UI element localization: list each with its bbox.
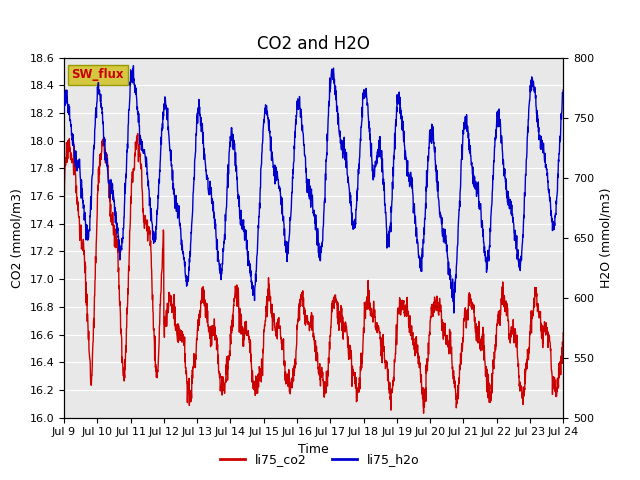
Legend: li75_co2, li75_h2o: li75_co2, li75_h2o: [215, 448, 425, 471]
Y-axis label: CO2 (mmol/m3): CO2 (mmol/m3): [11, 188, 24, 288]
Title: CO2 and H2O: CO2 and H2O: [257, 35, 370, 53]
X-axis label: Time: Time: [298, 443, 329, 456]
Y-axis label: H2O (mmol/m3): H2O (mmol/m3): [600, 187, 612, 288]
Text: SW_flux: SW_flux: [72, 68, 124, 82]
